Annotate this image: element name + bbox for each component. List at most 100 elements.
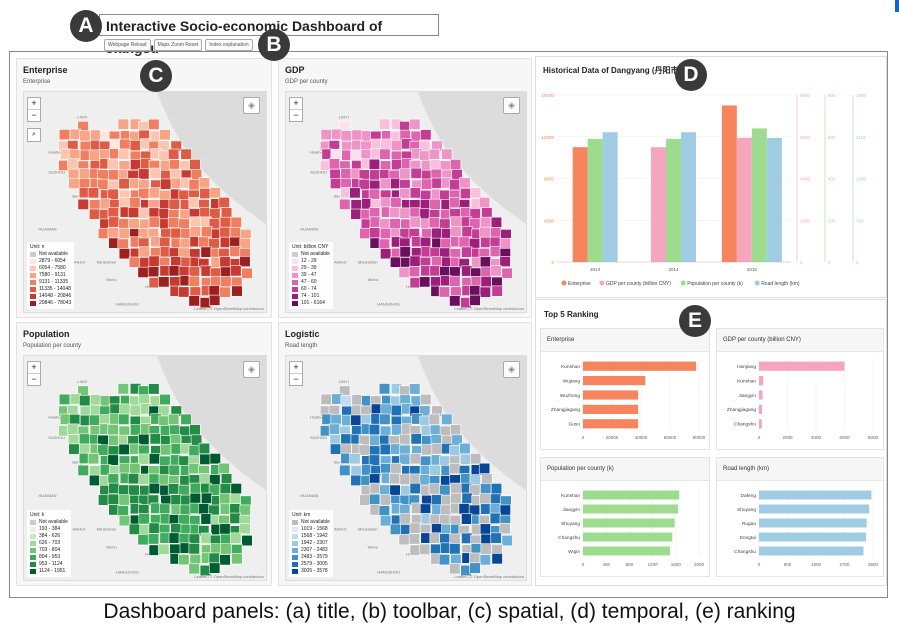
county-region[interactable] (489, 245, 501, 257)
county-region[interactable] (168, 265, 180, 277)
county-region[interactable] (108, 482, 120, 494)
county-region[interactable] (480, 503, 492, 515)
county-region[interactable] (329, 434, 341, 446)
county-region[interactable] (118, 515, 131, 527)
county-region[interactable] (200, 513, 212, 525)
county-region[interactable] (199, 206, 211, 218)
county-region[interactable] (139, 485, 151, 497)
county-region[interactable] (350, 149, 362, 161)
county-region[interactable] (390, 462, 402, 475)
county-region[interactable] (77, 198, 89, 210)
county-region[interactable] (399, 513, 411, 525)
county-region[interactable] (118, 484, 130, 496)
county-region[interactable] (490, 265, 502, 277)
rank-bar-kunshan[interactable] (759, 375, 764, 386)
county-region[interactable] (370, 138, 383, 150)
county-region[interactable] (88, 474, 101, 486)
county-region[interactable] (461, 513, 473, 525)
county-region[interactable] (449, 543, 461, 555)
county-region[interactable] (117, 505, 129, 517)
county-region[interactable] (389, 523, 402, 535)
county-region[interactable] (489, 503, 501, 515)
county-region[interactable] (399, 433, 411, 446)
county-region[interactable] (67, 423, 79, 435)
map-view-population[interactable]: LINYIHuaibeiSUZHOUBengbuHUAINANHEFEIANHU… (23, 355, 267, 581)
county-region[interactable] (449, 424, 462, 436)
bar-road-2014[interactable] (681, 132, 696, 262)
county-region[interactable] (449, 563, 461, 575)
county-region[interactable] (170, 494, 182, 506)
county-region[interactable] (369, 169, 381, 181)
county-region[interactable] (340, 168, 352, 180)
county-region[interactable] (201, 492, 213, 504)
county-region[interactable] (501, 267, 513, 279)
rank-bar-changshu[interactable] (759, 546, 864, 556)
county-region[interactable] (389, 206, 401, 218)
county-region[interactable] (449, 275, 461, 287)
county-region[interactable] (429, 464, 441, 476)
county-region[interactable] (149, 395, 161, 407)
county-region[interactable] (208, 552, 220, 564)
county-region[interactable] (168, 464, 180, 476)
county-region[interactable] (379, 484, 391, 496)
county-region[interactable] (188, 444, 200, 457)
county-region[interactable] (410, 433, 422, 445)
county-region[interactable] (409, 544, 421, 556)
county-region[interactable] (328, 423, 341, 435)
county-region[interactable] (369, 493, 381, 505)
county-region[interactable] (440, 237, 452, 249)
county-region[interactable] (480, 236, 492, 248)
county-region[interactable] (429, 159, 442, 171)
county-region[interactable] (189, 492, 201, 505)
county-region[interactable] (378, 238, 390, 250)
map-attribution[interactable]: Leaflet | © OpenStreetMap contributors (454, 574, 524, 579)
county-region[interactable] (58, 393, 71, 405)
county-region[interactable] (188, 295, 200, 307)
county-region[interactable] (481, 473, 493, 485)
county-region[interactable] (118, 227, 130, 239)
county-region[interactable] (390, 196, 402, 208)
county-region[interactable] (118, 197, 131, 209)
county-region[interactable] (149, 130, 161, 142)
county-region[interactable] (380, 463, 392, 475)
county-region[interactable] (137, 266, 149, 278)
county-region[interactable] (128, 218, 140, 230)
county-region[interactable] (409, 255, 421, 267)
layers-icon[interactable]: ◈ (243, 361, 260, 378)
county-region[interactable] (359, 494, 371, 506)
county-region[interactable] (441, 148, 453, 160)
county-region[interactable] (391, 159, 403, 171)
county-region[interactable] (148, 255, 160, 267)
county-region[interactable] (160, 178, 172, 190)
county-region[interactable] (148, 207, 160, 219)
county-region[interactable] (428, 483, 440, 495)
county-region[interactable] (97, 227, 110, 239)
county-region[interactable] (219, 523, 231, 535)
rank-bar-wujiang[interactable] (583, 375, 646, 386)
county-region[interactable] (410, 130, 422, 142)
county-region[interactable] (107, 158, 119, 170)
county-region[interactable] (108, 169, 120, 181)
county-region[interactable] (479, 554, 491, 566)
county-region[interactable] (117, 238, 129, 250)
county-region[interactable] (479, 286, 491, 298)
county-region[interactable] (229, 227, 242, 239)
county-region[interactable] (458, 236, 470, 248)
bar-gdp-2015[interactable] (736, 137, 752, 262)
county-region[interactable] (220, 276, 232, 288)
county-region[interactable] (420, 129, 432, 141)
county-region[interactable] (118, 443, 130, 455)
county-region[interactable] (129, 196, 141, 208)
county-region[interactable] (499, 522, 511, 535)
county-region[interactable] (178, 286, 190, 298)
county-region[interactable] (169, 424, 181, 436)
county-region[interactable] (379, 178, 391, 190)
county-region[interactable] (138, 513, 150, 525)
county-region[interactable] (159, 129, 171, 141)
county-region[interactable] (179, 504, 192, 516)
county-region[interactable] (79, 130, 91, 142)
county-region[interactable] (350, 465, 362, 477)
county-region[interactable] (170, 443, 183, 455)
county-region[interactable] (239, 522, 251, 535)
county-region[interactable] (179, 237, 192, 249)
